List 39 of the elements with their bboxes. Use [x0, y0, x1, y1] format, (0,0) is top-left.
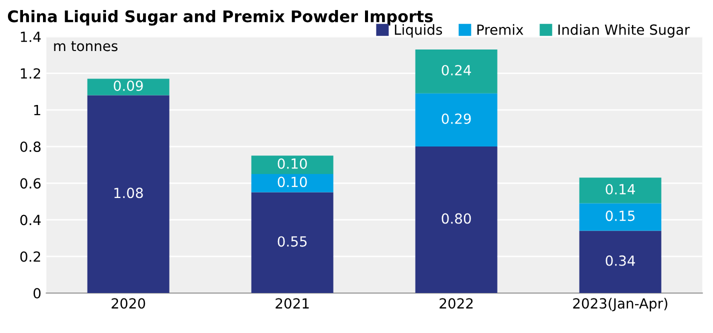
- x-tick-label: 2021: [276, 298, 309, 309]
- bar: [251, 192, 334, 294]
- bar: [579, 178, 662, 204]
- bar: [251, 174, 334, 192]
- y-tick-label: 1: [34, 105, 40, 116]
- data-label: 0.09: [114, 80, 143, 92]
- bar: [415, 93, 498, 147]
- y-tick-label: 0.4: [20, 214, 41, 226]
- y-tick-label: 0: [34, 288, 41, 299]
- data-label: 0.10: [278, 176, 307, 188]
- x-tick-label: 2022: [440, 298, 473, 309]
- chart-title: China Liquid Sugar and Premix Powder Imports: [8, 10, 433, 26]
- y-axis-title: m tonnes: [54, 41, 118, 52]
- data-label: 0.24: [442, 64, 472, 76]
- bar: [579, 230, 662, 294]
- data-label: 1.08: [114, 188, 143, 198]
- data-label: 0.34: [606, 255, 635, 266]
- x-tick-label: 2020: [112, 298, 146, 309]
- bar: [579, 203, 662, 231]
- y-tick-label: 0.6: [20, 178, 41, 189]
- y-tick-label: 0.8: [20, 141, 41, 152]
- legend-label: Premix: [477, 24, 524, 35]
- x-tick-label: 2023(Jan-Apr): [573, 298, 668, 312]
- data-label: 0.80: [442, 213, 471, 224]
- data-label: 0.15: [606, 210, 635, 222]
- data-label: 0.14: [606, 184, 635, 195]
- y-tick-label: 1.2: [20, 68, 40, 79]
- bar: [87, 78, 170, 96]
- data-label: 0.55: [278, 236, 307, 247]
- data-label: 0.10: [278, 158, 307, 169]
- bar: [251, 156, 334, 174]
- bar: [415, 146, 498, 294]
- legend-label: Indian White Sugar: [558, 24, 690, 38]
- y-tick-label: 1.4: [20, 32, 41, 42]
- y-tick-label: 0.2: [20, 251, 40, 262]
- bar: [415, 49, 498, 94]
- data-label: 0.29: [442, 113, 471, 124]
- bar: [87, 95, 170, 294]
- legend-label: Liquids: [394, 24, 442, 38]
